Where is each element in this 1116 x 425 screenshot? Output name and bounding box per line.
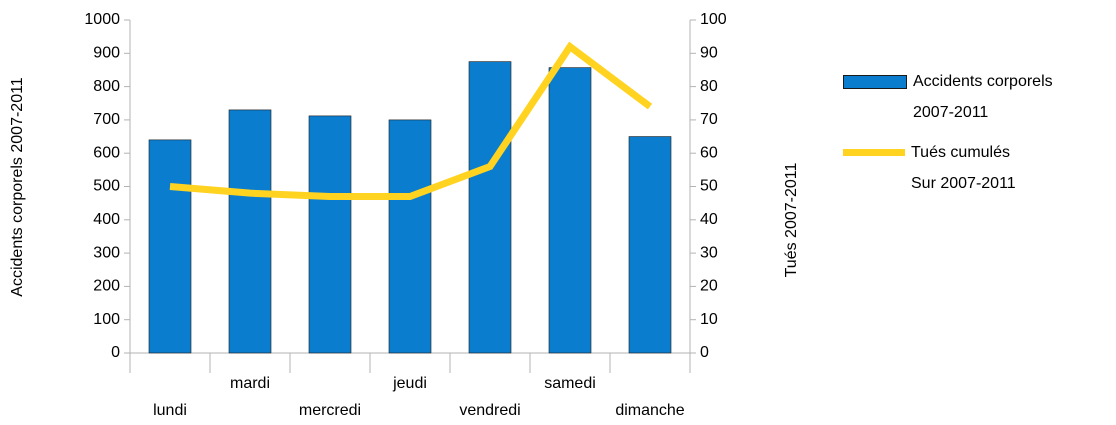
y2-tick-label: 70 xyxy=(700,111,718,128)
line xyxy=(169,41,653,200)
legend-item: Accidents corporels 2007-2011 xyxy=(843,66,1053,128)
y-tick-label: 1000 xyxy=(84,11,120,28)
x-tick-label: dimanche xyxy=(615,402,684,419)
bar xyxy=(468,61,512,354)
y2-tick-label: 60 xyxy=(700,144,718,161)
bar xyxy=(628,136,672,354)
y-tick-label: 0 xyxy=(111,344,120,361)
y2-tick-label: 90 xyxy=(700,45,718,62)
bar xyxy=(148,139,192,354)
y-tick-label: 500 xyxy=(93,178,120,195)
y-tick-label: 200 xyxy=(93,278,120,295)
legend-label: Accidents corporels 2007-2011 xyxy=(913,73,1053,121)
y-tick-label: 700 xyxy=(93,111,120,128)
y-tick-label: 600 xyxy=(93,144,120,161)
x-tick-label: lundi xyxy=(153,402,187,419)
y-axis-title: Accidents corporels 2007-2011 xyxy=(9,77,26,296)
bar xyxy=(548,67,592,354)
y-tick-label: 300 xyxy=(93,244,120,261)
y-tick-label: 900 xyxy=(93,45,120,62)
y2-tick-label: 0 xyxy=(700,344,709,361)
y2-axis-title: Tués 2007-2011 xyxy=(783,163,800,278)
y-tick-label: 100 xyxy=(93,311,120,328)
bar xyxy=(388,119,432,354)
legend-label: Tués cumulés Sur 2007-2011 xyxy=(911,144,1016,192)
x-tick-label: vendredi xyxy=(459,402,520,419)
y-tick-label: 800 xyxy=(93,78,120,95)
x-tick-label: samedi xyxy=(544,375,596,392)
x-tick-label: mercredi xyxy=(299,402,361,419)
legend-swatch xyxy=(843,149,905,156)
y2-tick-label: 100 xyxy=(700,11,727,28)
y2-tick-label: 20 xyxy=(700,278,718,295)
y-tick-label: 400 xyxy=(93,211,120,228)
y2-tick-label: 80 xyxy=(700,78,718,95)
y2-tick-label: 50 xyxy=(700,178,718,195)
x-tick-label: jeudi xyxy=(392,375,427,392)
legend-item: Tués cumulés Sur 2007-2011 xyxy=(843,137,1016,199)
y2-tick-label: 40 xyxy=(700,211,718,228)
x-tick-label: mardi xyxy=(230,375,270,392)
bar xyxy=(308,115,352,354)
y2-tick-label: 30 xyxy=(700,244,718,261)
legend-swatch xyxy=(843,75,907,89)
bar xyxy=(228,109,272,354)
y2-tick-label: 10 xyxy=(700,311,718,328)
